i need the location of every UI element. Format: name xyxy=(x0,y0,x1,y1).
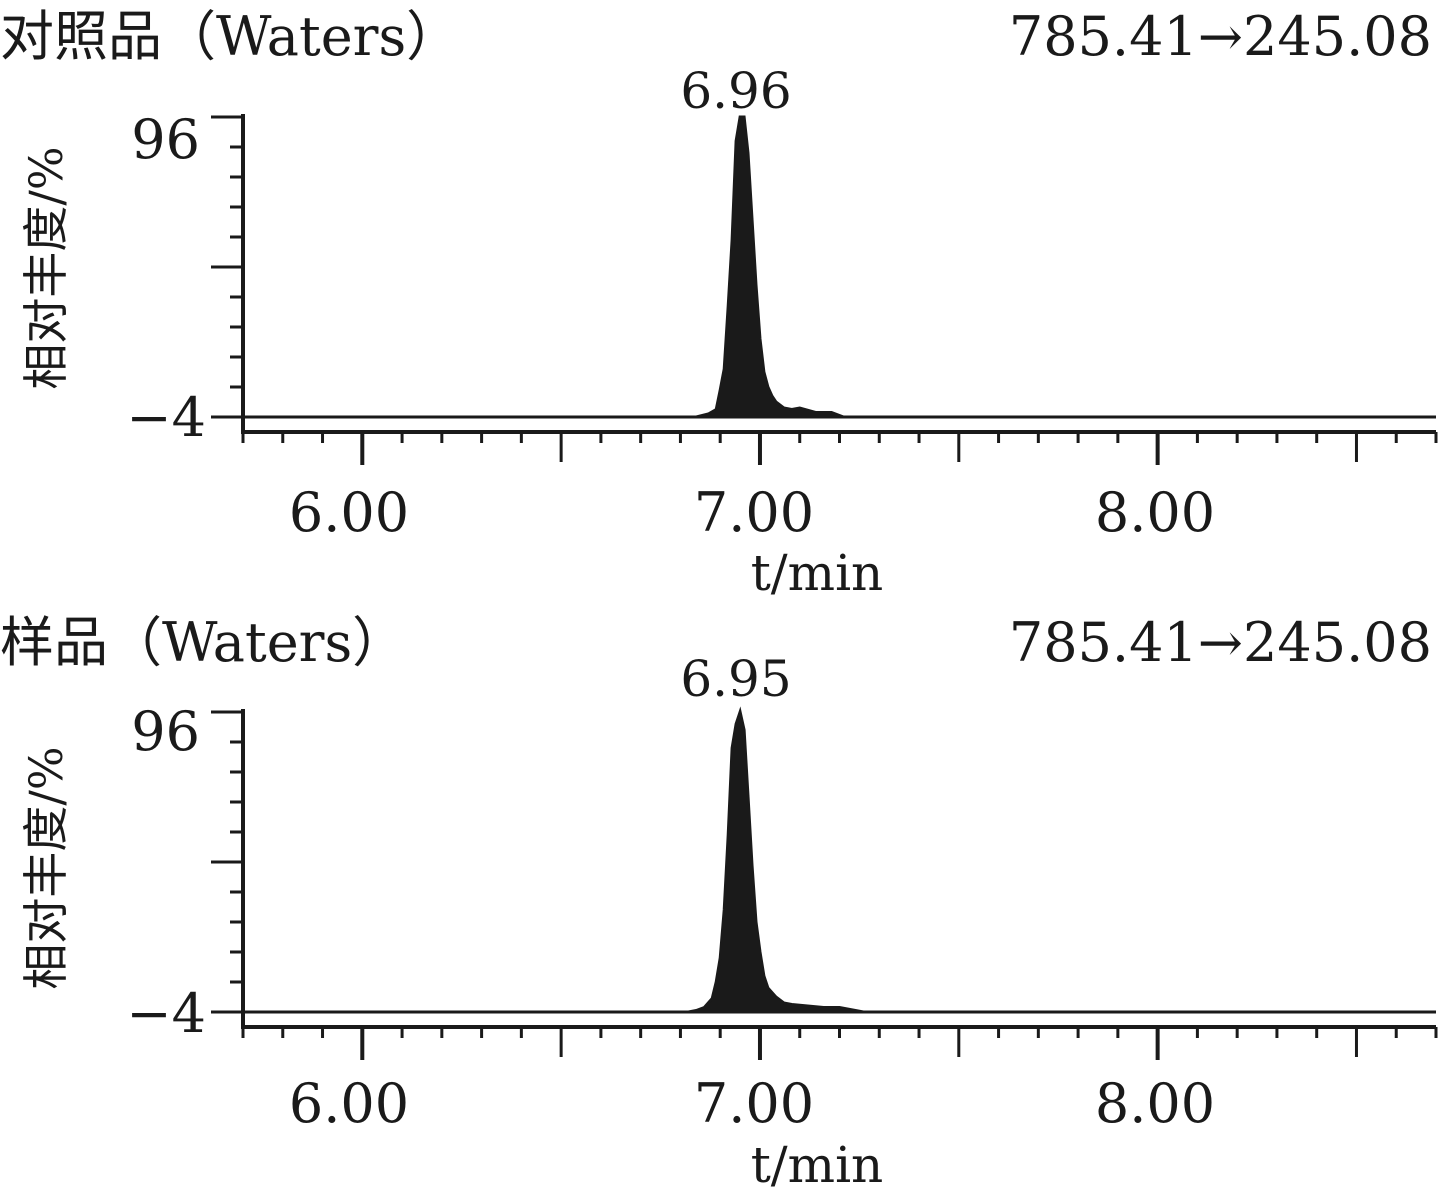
y-tick-label-min: −4 xyxy=(126,386,206,449)
chromatogram-peak-trace xyxy=(243,706,1436,1014)
mrm-transition-label: 785.41→245.08 xyxy=(1009,611,1432,674)
y-axis-label: 相对丰度/% xyxy=(19,746,73,989)
peak-retention-time-label: 6.96 xyxy=(680,62,791,120)
x-tick-label: 6.00 xyxy=(289,1072,409,1135)
chromatogram-panel-reference: 对照品（Waters） 785.41→245.08 6.96 相对丰度/% 96… xyxy=(0,5,1438,602)
x-tick-label: 8.00 xyxy=(1095,481,1215,544)
chromatogram-panel-sample: 样品（Waters） 785.41→245.08 6.95 相对丰度/% 96 … xyxy=(0,611,1438,1190)
chromatogram-peak-trace xyxy=(243,115,1436,419)
x-axis-label: t/min xyxy=(751,544,884,602)
x-tick-label: 7.00 xyxy=(694,481,814,544)
y-tick-label-max: 96 xyxy=(131,700,200,763)
x-axis-label: t/min xyxy=(751,1136,884,1190)
panel-title: 对照品（Waters） xyxy=(0,5,460,68)
peak-retention-time-label: 6.95 xyxy=(680,650,791,708)
x-tick-label: 7.00 xyxy=(694,1072,814,1135)
y-tick-label-max: 96 xyxy=(131,108,200,171)
mrm-transition-label: 785.41→245.08 xyxy=(1009,5,1432,68)
y-axis-label: 相对丰度/% xyxy=(19,146,73,389)
x-tick-label: 6.00 xyxy=(289,481,409,544)
panel-title: 样品（Waters） xyxy=(0,611,406,674)
y-tick-label-min: −4 xyxy=(126,982,206,1045)
x-tick-label: 8.00 xyxy=(1095,1072,1215,1135)
